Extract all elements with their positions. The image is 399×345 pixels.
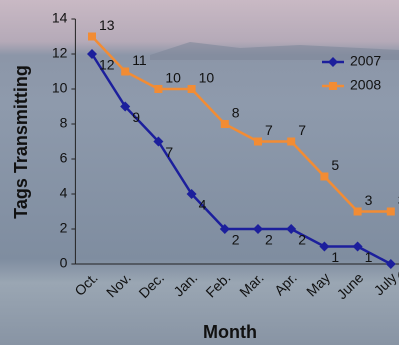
data-label: 13 [99,17,115,33]
marker [287,137,296,146]
data-label: 12 [99,57,115,73]
marker [186,189,197,199]
data-label: 10 [199,70,215,86]
data-label: 7 [298,122,306,138]
data-label: 0 [398,267,399,283]
y-tick-label: 10 [52,80,68,96]
legend-label: 2007 [350,53,381,69]
y-axis-label: Tags Transmitting [11,65,31,219]
marker [219,224,230,234]
marker [385,259,396,269]
data-label: 2 [298,232,306,248]
marker [353,207,362,216]
x-axis-label: Month [203,322,257,342]
data-label: 10 [165,70,181,86]
marker [253,224,263,234]
data-label: 2 [265,232,273,248]
marker [220,120,229,128]
marker [154,85,163,93]
marker [320,172,329,181]
data-label: 3 [398,192,399,208]
data-label: 7 [165,144,173,160]
y-tick-label: 4 [60,185,68,201]
marker [120,101,131,112]
data-label: 8 [232,105,240,121]
marker [153,136,164,147]
y-tick-label: 8 [60,115,68,131]
marker [319,241,330,252]
marker [352,241,363,252]
mountains [150,42,399,60]
y-tick-label: 0 [60,255,68,271]
marker [187,85,196,93]
legend-marker [329,82,337,90]
marker [254,137,262,146]
data-label: 1 [331,249,339,265]
data-label: 3 [365,192,373,208]
marker [286,224,297,234]
data-label: 11 [132,52,147,68]
legend-label: 2008 [350,77,381,93]
marker [386,207,395,216]
y-tick-label: 2 [60,220,68,236]
data-label: 4 [199,197,207,213]
marker [87,49,97,59]
data-label: 1 [365,249,373,265]
marker [88,32,96,41]
y-tick-label: 14 [52,10,68,26]
marker [121,67,130,76]
y-tick-label: 6 [60,150,68,166]
data-label: 2 [232,232,240,248]
legend-marker [328,57,338,67]
data-label: 5 [331,157,339,173]
y-tick-label: 12 [52,45,68,61]
data-label: 7 [265,122,273,138]
series-line [90,53,392,266]
series-line [91,35,391,213]
data-label: 9 [132,109,140,125]
